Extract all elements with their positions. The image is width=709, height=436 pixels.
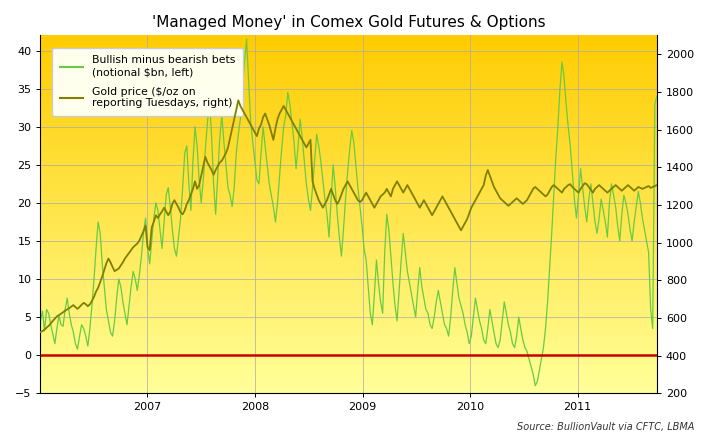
Title: 'Managed Money' in Comex Gold Futures & Options: 'Managed Money' in Comex Gold Futures & …: [152, 15, 545, 30]
Text: Source: BullionVault via CFTC, LBMA: Source: BullionVault via CFTC, LBMA: [518, 422, 695, 432]
Legend: Bullish minus bearish bets
(notional $bn, left), Gold price ($/oz on
reporting T: Bullish minus bearish bets (notional $bn…: [52, 48, 243, 116]
